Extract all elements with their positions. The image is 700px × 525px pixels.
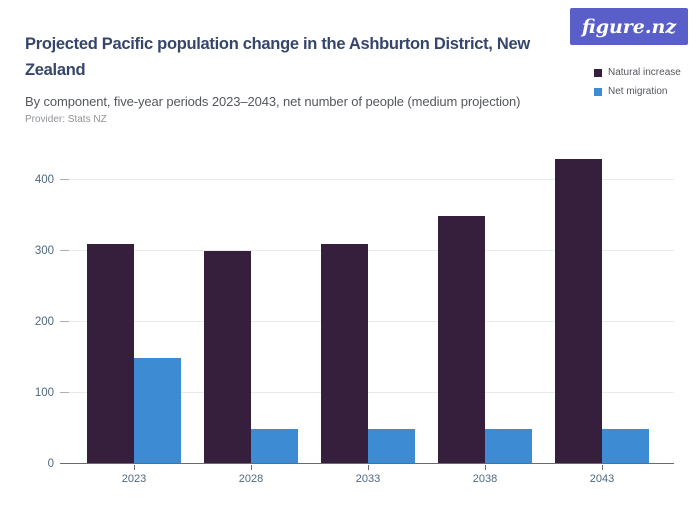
y-axis-tick-label: 100 (34, 387, 54, 400)
bar-group-2043: 2043 (555, 145, 649, 485)
x-axis-tick-label: 2023 (121, 473, 147, 485)
gridline-300 (60, 250, 674, 252)
legend: Natural increase Net migration (594, 67, 681, 97)
bar-group-2038: 2038 (438, 145, 532, 485)
bar-net-migration-2043 (602, 428, 649, 464)
figurenz-logo[interactable]: figure.nz (570, 8, 688, 45)
gridline-200 (60, 321, 674, 323)
x-axis-tick-label: 2038 (472, 473, 498, 485)
x-axis-tick-label: 2028 (238, 473, 264, 485)
bar-net-migration-2038 (485, 428, 532, 464)
figurenz-logo-text: figure.nz (581, 15, 677, 38)
bar-natural-increase-2038 (438, 215, 485, 464)
natural-increase-swatch-icon (594, 68, 602, 77)
bar-net-migration-2033 (368, 428, 415, 464)
legend-label: Natural increase (608, 67, 681, 78)
provider-label: Provider: Stats NZ (25, 114, 107, 125)
y-axis-tick-label: 0 (47, 458, 54, 470)
bar-natural-increase-2028 (204, 251, 251, 464)
bar-group-2033: 2033 (321, 145, 415, 485)
chart-subtitle: By component, five-year periods 2023–204… (25, 94, 521, 109)
legend-item-net-migration: Net migration (594, 86, 681, 97)
bar-net-migration-2023 (134, 357, 181, 464)
bar-natural-increase-2023 (87, 244, 134, 464)
bar-natural-increase-2043 (555, 159, 602, 464)
page-title: Projected Pacific population change in t… (25, 35, 530, 80)
bar-group-2023: 2023 (87, 145, 181, 485)
gridline-100 (60, 392, 674, 394)
legend-label: Net migration (608, 86, 668, 97)
legend-item-natural-increase: Natural increase (594, 67, 681, 78)
y-axis-tick-label: 200 (34, 316, 54, 329)
y-axis-tick-label: 300 (34, 245, 54, 258)
x-axis-tick-label: 2043 (589, 473, 615, 485)
x-axis-line (60, 463, 674, 464)
bar-net-migration-2028 (251, 428, 298, 464)
bar-groups: 2023 2028 2033 2038 2043 (62, 145, 674, 485)
gridline-400 (60, 179, 674, 181)
net-migration-swatch-icon (594, 87, 602, 96)
bar-natural-increase-2033 (321, 244, 368, 464)
x-axis-tick-label: 2033 (355, 473, 381, 485)
bar-chart-plot: 2023 2028 2033 2038 2043 0 100 200 300 400 (35, 145, 674, 485)
bar-group-2028: 2028 (204, 145, 298, 485)
y-axis-tick-label: 400 (34, 174, 54, 187)
